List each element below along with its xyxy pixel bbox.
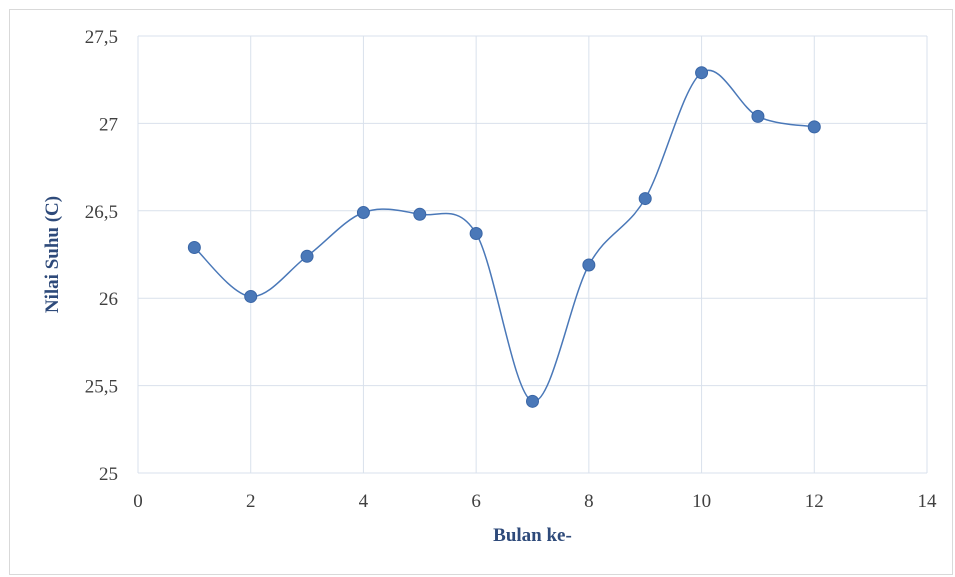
x-axis-title: Bulan ke- [493,525,572,546]
x-tick-label: 12 [805,491,824,512]
y-tick-label: 25,5 [85,377,118,398]
x-tick-label: 4 [359,491,369,512]
data-point-12 [807,120,821,134]
y-tick-label: 25 [99,464,118,485]
data-point-3 [300,249,314,263]
data-point-10 [695,66,709,80]
series-line [193,69,815,403]
x-tick-label: 8 [584,491,594,512]
grid-lines [137,35,928,474]
data-point-6 [469,227,483,241]
y-tick-label: 27,5 [85,27,118,48]
x-tick-label: 2 [246,491,256,512]
chart-frame [9,9,953,575]
y-tick-labels: 25 25,5 26 26,5 27 27,5 [85,27,118,485]
y-axis-title: Nilai Suhu (C) [42,196,63,313]
x-tick-label: 0 [133,491,143,512]
data-point-1 [187,241,201,255]
x-tick-labels: 0 2 4 6 8 10 12 14 [133,491,937,512]
y-tick-label: 27 [99,114,118,135]
data-point-11 [751,109,765,123]
y-tick-label: 26,5 [85,202,118,223]
data-point-7 [526,394,539,408]
data-points [187,66,821,408]
x-tick-label: 10 [692,491,711,512]
data-point-5 [413,207,427,221]
x-tick-label: 14 [918,491,938,512]
data-point-2 [244,289,258,303]
data-point-8 [582,258,596,272]
data-point-9 [638,192,652,206]
data-point-4 [356,206,370,220]
y-tick-label: 26 [99,289,118,310]
x-tick-label: 6 [471,491,481,512]
